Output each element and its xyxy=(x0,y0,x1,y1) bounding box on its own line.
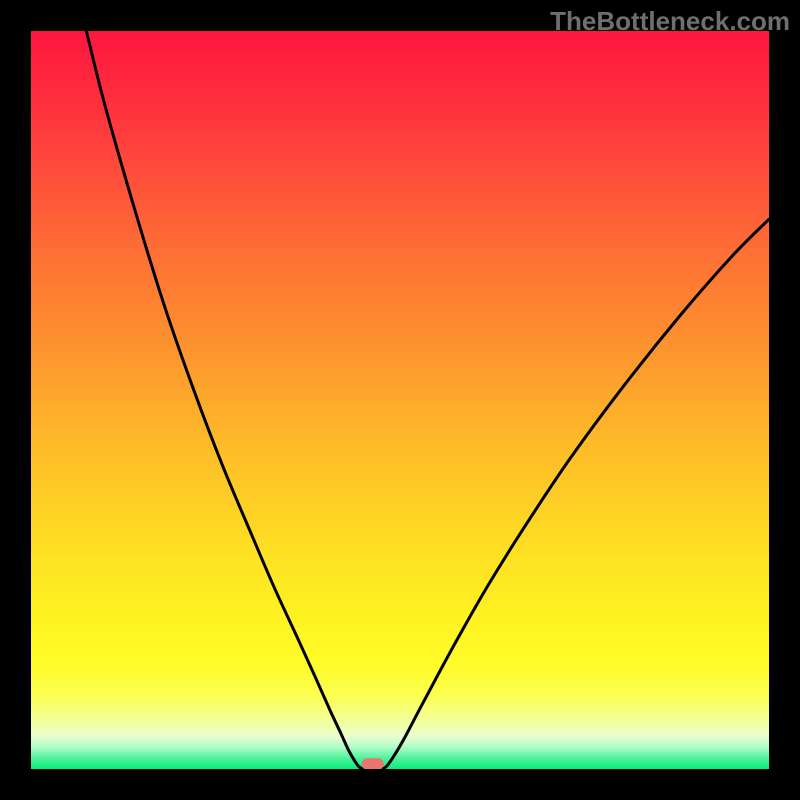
optimal-point-marker xyxy=(362,758,384,769)
chart-background xyxy=(31,31,769,769)
chart-svg xyxy=(31,31,769,769)
watermark-text: TheBottleneck.com xyxy=(550,6,790,37)
chart-plot-area xyxy=(31,31,769,769)
